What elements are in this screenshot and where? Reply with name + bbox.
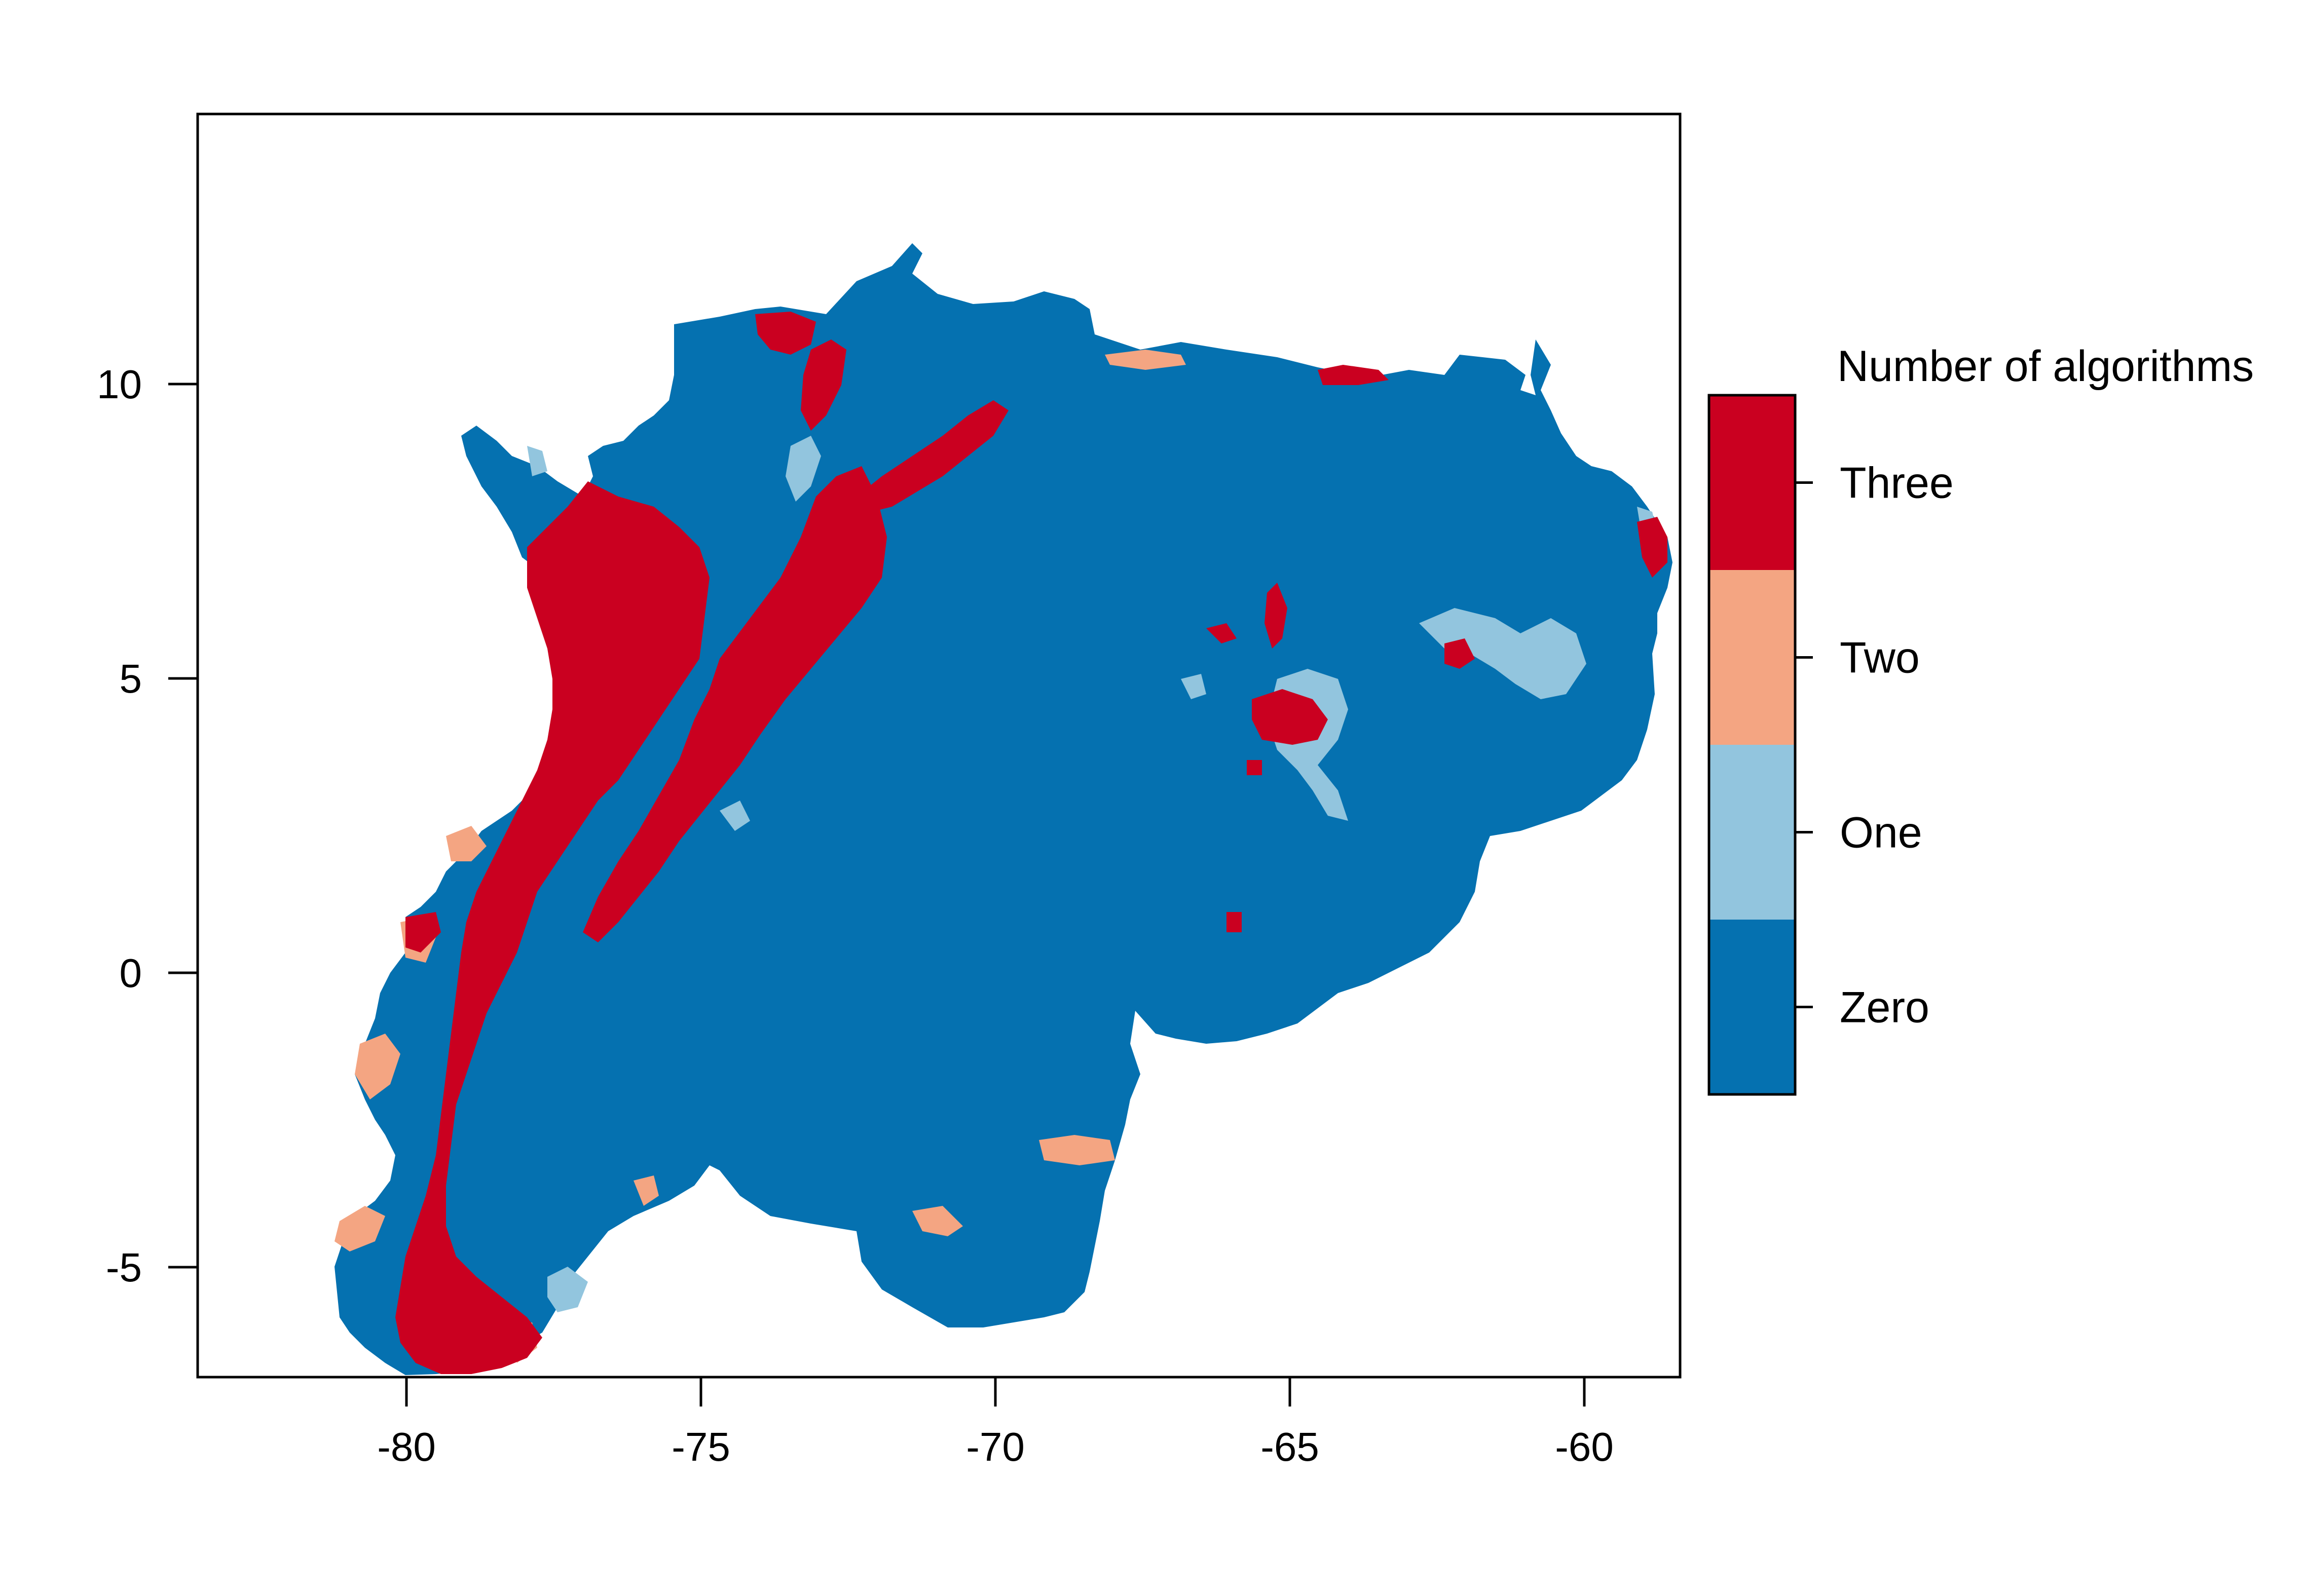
legend-swatches bbox=[1709, 395, 1795, 1094]
x-tick-label: -70 bbox=[966, 1424, 1025, 1469]
legend-swatch-one bbox=[1709, 745, 1795, 920]
legend-swatch-two bbox=[1709, 570, 1795, 745]
y-tick-label: 5 bbox=[120, 656, 142, 701]
legend-swatch-three bbox=[1709, 395, 1795, 570]
legend-label-two: Two bbox=[1840, 634, 1920, 682]
y-tick-label: -5 bbox=[106, 1245, 142, 1290]
x-axis: -80 -75 -70 -65 -60 bbox=[377, 1376, 1614, 1469]
raster-layer bbox=[334, 243, 1672, 1375]
legend-swatch-zero bbox=[1709, 920, 1795, 1094]
legend-title: Number of algorithms bbox=[1837, 342, 2254, 391]
legend-label-one: One bbox=[1840, 809, 1922, 857]
legend-label-zero: Zero bbox=[1840, 983, 1929, 1032]
x-tick-label: -65 bbox=[1260, 1424, 1319, 1469]
legend-frame bbox=[1707, 394, 1797, 1096]
y-axis: -5 0 5 10 bbox=[97, 362, 199, 1290]
legend: Number of algorithms Three Two One Zero bbox=[1707, 342, 2254, 1096]
y-tick-label: 0 bbox=[120, 951, 142, 996]
x-tick-label: -75 bbox=[672, 1424, 730, 1469]
x-tick-label: -60 bbox=[1555, 1424, 1614, 1469]
legend-label-three: Three bbox=[1840, 459, 1954, 508]
raster-three-patches bbox=[395, 312, 1667, 1374]
x-tick-label: -80 bbox=[377, 1424, 436, 1469]
y-tick-label: 10 bbox=[97, 362, 142, 407]
legend-labels: Three Two One Zero bbox=[1795, 459, 1954, 1032]
